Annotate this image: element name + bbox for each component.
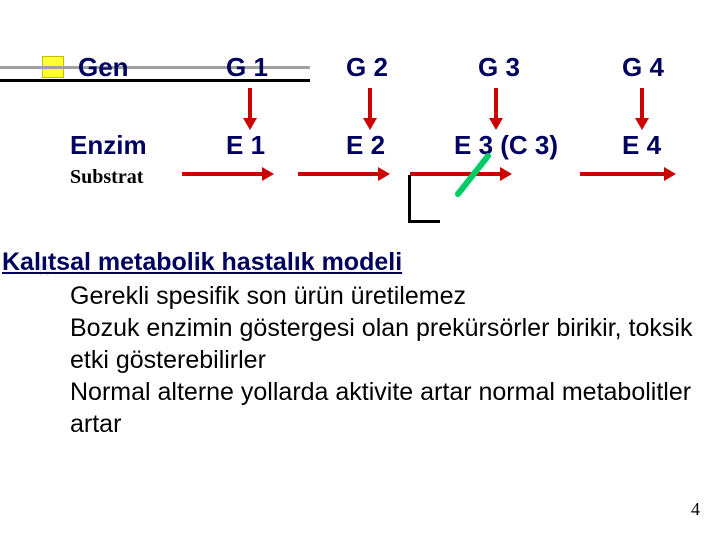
body-text-block: Kalıtsal metabolik hastalık modeli Gerek… xyxy=(2,246,700,440)
arrow-substrate-3 xyxy=(410,172,502,176)
arrow-g2-e2 xyxy=(368,88,372,120)
bullet-line-3: Normal alterne yollarda aktivite artar n… xyxy=(70,376,700,440)
label-e3: E 3 (C 3) xyxy=(454,130,558,161)
label-e2: E 2 xyxy=(346,130,385,161)
row-label-substrat: Substrat xyxy=(70,166,143,189)
label-e1: E 1 xyxy=(226,130,265,161)
bullet-line-2: Bozuk enzimin göstergesi olan prekürsörl… xyxy=(70,312,700,376)
branch-line-horizontal xyxy=(408,220,440,223)
label-g3: G 3 xyxy=(478,52,520,83)
body-bullets: Gerekli spesifik son ürün üretilemez Boz… xyxy=(70,280,700,440)
label-g1: G 1 xyxy=(226,52,268,83)
label-g2: G 2 xyxy=(346,52,388,83)
arrow-g4-e4 xyxy=(640,88,644,120)
body-title: Kalıtsal metabolik hastalık modeli xyxy=(2,246,700,278)
arrow-g1-e1 xyxy=(248,88,252,120)
arrow-g3-e3 xyxy=(494,88,498,120)
row-label-gen: Gen xyxy=(78,52,129,83)
label-g4: G 4 xyxy=(622,52,664,83)
arrow-substrate-2 xyxy=(298,172,380,176)
label-e4: E 4 xyxy=(622,130,661,161)
page-number: 4 xyxy=(691,499,700,520)
arrow-substrate-1 xyxy=(182,172,264,176)
bullet-line-1: Gerekli spesifik son ürün üretilemez xyxy=(70,280,700,312)
row-label-enzim: Enzim xyxy=(70,130,147,161)
arrow-substrate-4 xyxy=(580,172,666,176)
branch-line-vertical xyxy=(408,175,411,223)
